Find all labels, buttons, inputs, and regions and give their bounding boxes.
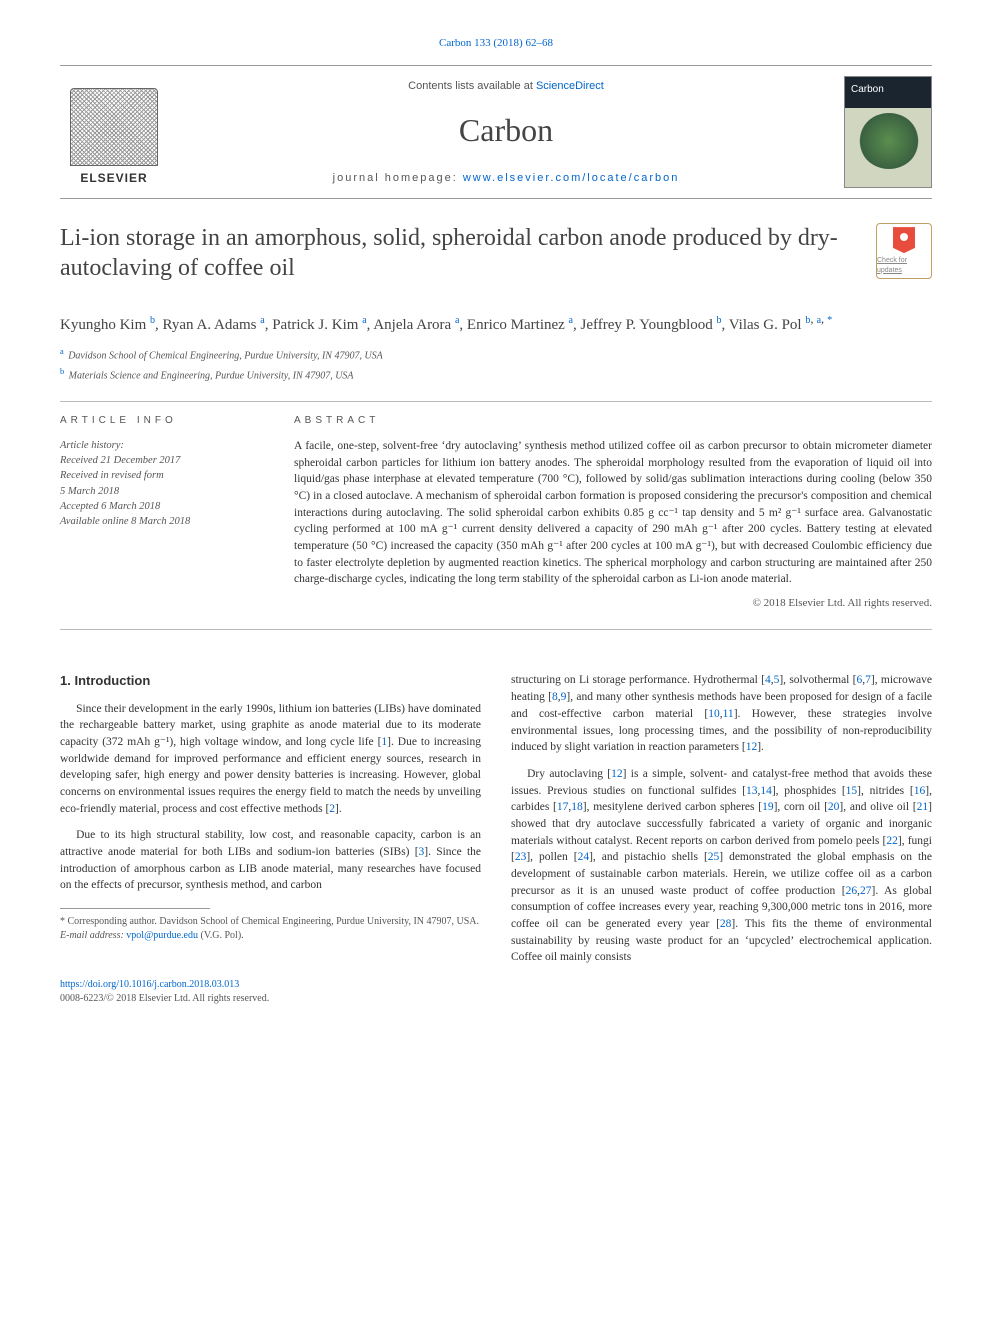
sciencedirect-link[interactable]: ScienceDirect: [536, 80, 604, 92]
affil-text: Davidson School of Chemical Engineering,…: [68, 351, 383, 362]
intro-paragraph-4: Dry autoclaving [12] is a simple, solven…: [511, 766, 932, 966]
abstract-col: ABSTRACT A facile, one-step, solvent-fre…: [294, 414, 932, 611]
author-ref[interactable]: a: [569, 315, 573, 326]
header-center: Contents lists available at ScienceDirec…: [184, 79, 828, 187]
affiliation: a Davidson School of Chemical Engineerin…: [60, 346, 932, 363]
cite-link[interactable]: 15: [846, 785, 858, 797]
author-ref[interactable]: a: [362, 315, 366, 326]
author: Anjela Arora a: [373, 317, 459, 333]
author: Enrico Martinez a: [467, 317, 573, 333]
homepage-link[interactable]: www.elsevier.com/locate/carbon: [463, 172, 680, 184]
author-ref[interactable]: a: [455, 315, 459, 326]
article-history: Article history: Received 21 December 20…: [60, 438, 264, 529]
authors-list: Kyungho Kim b, Ryan A. Adams a, Patrick …: [60, 311, 932, 336]
history-line: Accepted 6 March 2018: [60, 499, 264, 514]
cite-link[interactable]: 19: [762, 801, 774, 813]
history-line: 5 March 2018: [60, 484, 264, 499]
homepage-line: journal homepage: www.elsevier.com/locat…: [184, 171, 828, 186]
history-line: Available online 8 March 2018: [60, 514, 264, 529]
title-block: Li-ion storage in an amorphous, solid, s…: [60, 223, 860, 297]
info-abstract-row: ARTICLE INFO Article history: Received 2…: [60, 414, 932, 611]
homepage-prefix: journal homepage:: [333, 172, 463, 184]
abstract-heading: ABSTRACT: [294, 414, 932, 428]
author-ref[interactable]: a: [260, 315, 264, 326]
cite-link[interactable]: 10: [708, 708, 720, 720]
page-root: Carbon 133 (2018) 62–68 ELSEVIER Content…: [0, 0, 992, 1046]
article-info-heading: ARTICLE INFO: [60, 414, 264, 428]
footnote-block: * Corresponding author. Davidson School …: [60, 908, 481, 943]
footer-ids: https://doi.org/10.1016/j.carbon.2018.03…: [60, 978, 932, 1006]
title-row: Li-ion storage in an amorphous, solid, s…: [60, 223, 932, 297]
divider: [60, 401, 932, 402]
elsevier-tree-icon: [70, 88, 158, 166]
affil-key: a: [60, 347, 64, 356]
cite-link[interactable]: 14: [760, 785, 772, 797]
author-ref[interactable]: b: [150, 315, 155, 326]
crossmark-icon: [893, 227, 915, 253]
email-label: E-mail address:: [60, 930, 126, 941]
footnote-separator: [60, 908, 210, 909]
section-heading-intro: 1. Introduction: [60, 672, 481, 690]
history-line: Received in revised form: [60, 468, 264, 483]
email-link[interactable]: vpol@purdue.edu: [126, 930, 198, 941]
check-updates-label: Check for updates: [877, 256, 931, 276]
author-ref[interactable]: b: [717, 315, 722, 326]
author-ref-corr[interactable]: *: [827, 315, 832, 326]
top-citation: Carbon 133 (2018) 62–68: [60, 36, 932, 51]
journal-name: Carbon: [184, 108, 828, 153]
abstract-copyright: © 2018 Elsevier Ltd. All rights reserved…: [294, 596, 932, 611]
publisher-name: ELSEVIER: [80, 170, 147, 187]
cite-link[interactable]: 12: [611, 768, 623, 780]
contents-line: Contents lists available at ScienceDirec…: [184, 79, 828, 94]
cite-link[interactable]: 22: [886, 835, 898, 847]
article-title: Li-ion storage in an amorphous, solid, s…: [60, 223, 860, 283]
cite-link[interactable]: 23: [515, 851, 527, 863]
cite-link[interactable]: 12: [746, 741, 758, 753]
author: Vilas G. Pol b, a, *: [729, 317, 833, 333]
journal-cover-thumb: [844, 76, 932, 188]
doi-link[interactable]: https://doi.org/10.1016/j.carbon.2018.03…: [60, 979, 239, 990]
body-columns: 1. Introduction Since their development …: [60, 672, 932, 965]
intro-paragraph-3: structuring on Li storage performance. H…: [511, 672, 932, 755]
affiliation: b Materials Science and Engineering, Pur…: [60, 366, 932, 383]
issn-line: 0008-6223/© 2018 Elsevier Ltd. All right…: [60, 992, 932, 1006]
affil-key: b: [60, 367, 64, 376]
cite-link[interactable]: 25: [708, 851, 720, 863]
cite-link[interactable]: 18: [571, 801, 583, 813]
article-info-col: ARTICLE INFO Article history: Received 2…: [60, 414, 264, 611]
cite-link[interactable]: 24: [578, 851, 590, 863]
cite-link[interactable]: 20: [828, 801, 840, 813]
cite-link[interactable]: 16: [914, 785, 926, 797]
cite-link[interactable]: 11: [723, 708, 734, 720]
cite-link[interactable]: 27: [860, 885, 872, 897]
contents-prefix: Contents lists available at: [408, 80, 536, 92]
cite-link[interactable]: 28: [720, 918, 732, 930]
history-label: Article history:: [60, 438, 264, 453]
history-line: Received 21 December 2017: [60, 453, 264, 468]
check-updates-badge[interactable]: Check for updates: [876, 223, 932, 279]
cite-link[interactable]: 17: [557, 801, 569, 813]
intro-paragraph-2: Due to its high structural stability, lo…: [60, 827, 481, 894]
top-citation-link[interactable]: Carbon 133 (2018) 62–68: [439, 37, 553, 49]
email-footnote: E-mail address: vpol@purdue.edu (V.G. Po…: [60, 929, 481, 943]
cite-link[interactable]: 21: [917, 801, 929, 813]
affil-text: Materials Science and Engineering, Purdu…: [69, 370, 354, 381]
abstract-text: A facile, one-step, solvent-free ‘dry au…: [294, 438, 932, 588]
author: Ryan A. Adams a: [163, 317, 265, 333]
publisher-logo: ELSEVIER: [60, 78, 168, 186]
corresponding-footnote: * Corresponding author. Davidson School …: [60, 915, 481, 929]
author: Jeffrey P. Youngblood b: [581, 317, 722, 333]
intro-paragraph-1: Since their development in the early 199…: [60, 701, 481, 818]
journal-header: ELSEVIER Contents lists available at Sci…: [60, 65, 932, 199]
author: Kyungho Kim b: [60, 317, 155, 333]
cite-link[interactable]: 26: [846, 885, 858, 897]
author: Patrick J. Kim a: [272, 317, 366, 333]
divider: [60, 629, 932, 630]
cite-link[interactable]: 13: [746, 785, 758, 797]
